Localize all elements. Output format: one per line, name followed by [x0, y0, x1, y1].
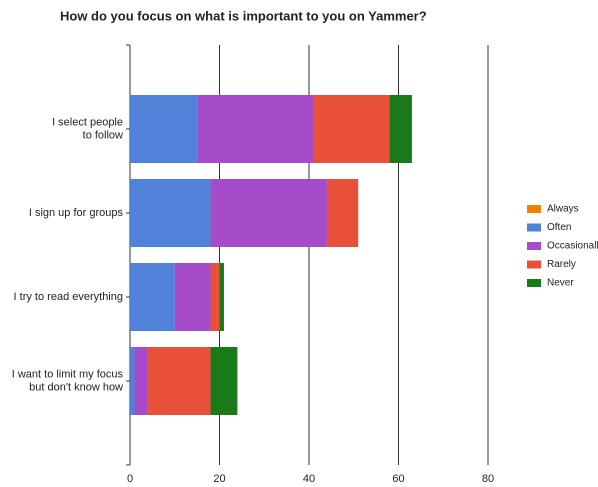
- bar-segment: [197, 95, 314, 163]
- y-tick-label: I select people to follow: [52, 116, 123, 141]
- bar-segment: [210, 347, 238, 415]
- legend-swatch: [527, 242, 541, 250]
- legend-swatch: [527, 260, 541, 269]
- bar-segment: [210, 263, 220, 331]
- legend-label: Often: [547, 222, 571, 233]
- x-tick-label: 80: [482, 473, 494, 485]
- bar-segment: [130, 347, 135, 415]
- y-tick-label: I try to read everything: [14, 291, 123, 303]
- x-tick-label: 20: [213, 473, 225, 485]
- legend-swatch: [527, 279, 541, 287]
- legend-label: Occasionally: [547, 241, 598, 252]
- y-tick-label: I want to limit my focus but don't know h…: [12, 368, 124, 393]
- bar-segment: [130, 263, 175, 331]
- bar-segment: [219, 263, 224, 331]
- x-tick-label: 40: [303, 473, 315, 485]
- bar-segment: [147, 347, 211, 415]
- bar-segment: [130, 179, 211, 247]
- bar-segment: [174, 263, 211, 331]
- legend-label: Rarely: [547, 259, 576, 270]
- x-tick-label: 0: [127, 473, 133, 485]
- bar-segment: [130, 95, 198, 163]
- x-tick-label: 60: [392, 473, 404, 485]
- bar-segment: [134, 347, 148, 415]
- legend-label: Never: [547, 278, 574, 289]
- bar-segment: [326, 179, 359, 247]
- legend-swatch: [527, 205, 541, 213]
- bar-segment: [313, 95, 390, 163]
- bar-segment: [389, 95, 412, 163]
- legend-label: Always: [547, 204, 579, 215]
- y-tick-label: I sign up for groups: [29, 207, 124, 219]
- legend-swatch: [527, 223, 541, 232]
- chart-title: How do you focus on what is important to…: [60, 8, 427, 23]
- bar-segment: [210, 179, 327, 247]
